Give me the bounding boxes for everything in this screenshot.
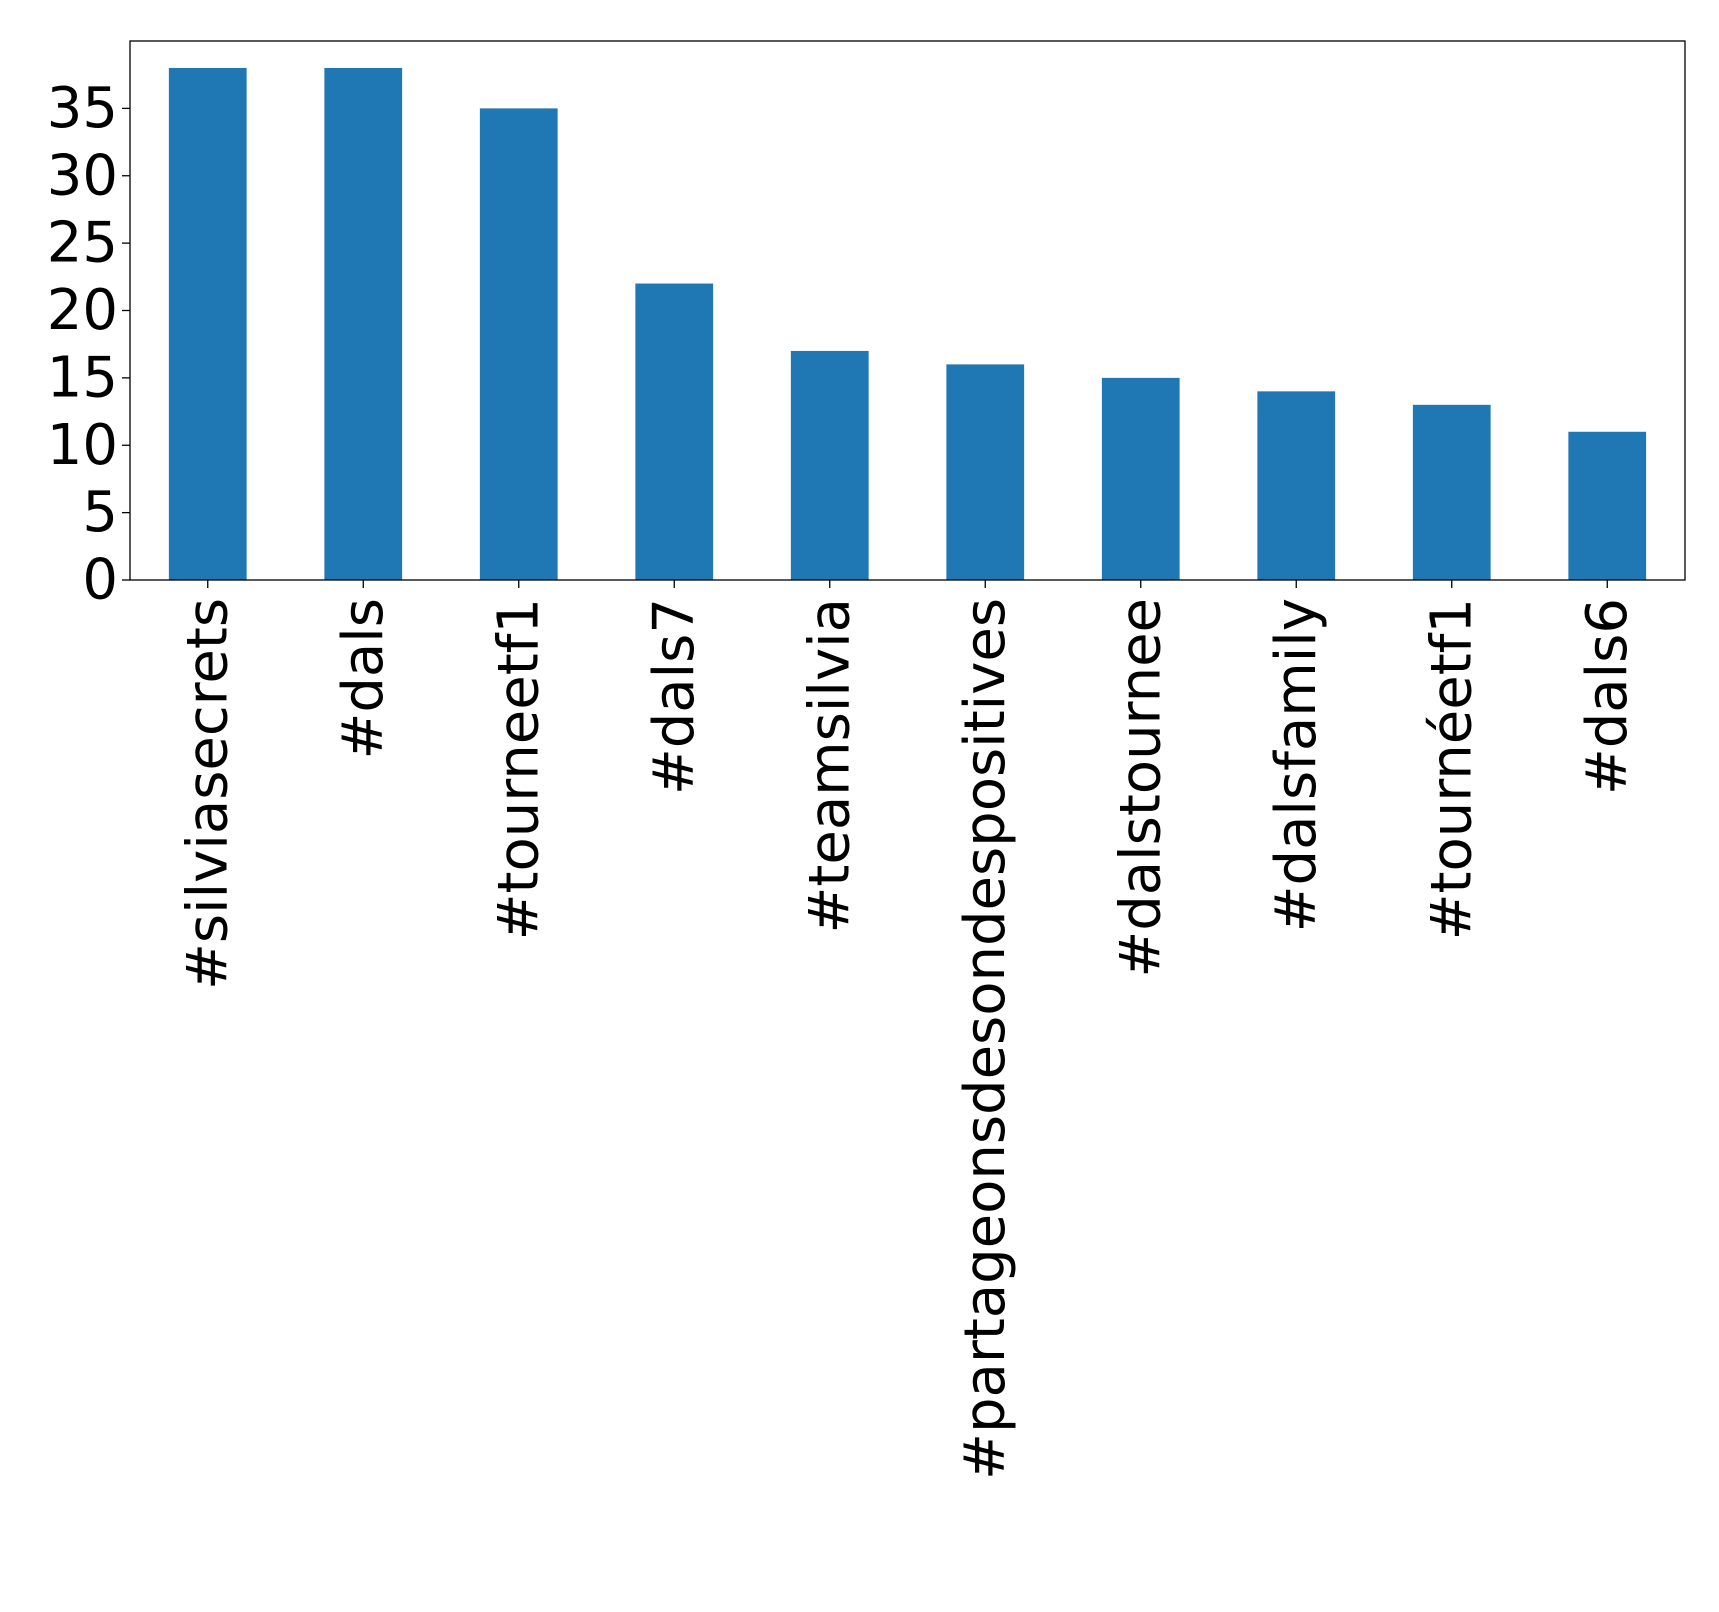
y-tick-label-7: 35 xyxy=(47,76,118,141)
y-tick-label-0: 0 xyxy=(82,548,118,613)
y-tick-label-4: 20 xyxy=(47,278,118,343)
bar-4 xyxy=(790,350,869,580)
x-tick-label-0: #silviasecrets xyxy=(175,598,240,990)
bar-6 xyxy=(1101,377,1180,580)
x-tick-label-2: #tourneetf1 xyxy=(486,598,551,940)
bar-0 xyxy=(168,67,247,580)
y-tick-label-3: 15 xyxy=(47,345,118,410)
y-tick-label-1: 5 xyxy=(82,480,118,545)
y-tick-label-6: 30 xyxy=(47,143,118,208)
bar-2 xyxy=(479,108,558,580)
bar-9 xyxy=(1568,431,1647,580)
x-tick-label-1: #dals xyxy=(331,598,396,760)
y-tick-label-5: 25 xyxy=(47,211,118,276)
x-tick-label-6: #dalstournee xyxy=(1108,598,1173,978)
bar-1 xyxy=(324,67,403,580)
x-tick-label-3: #dals7 xyxy=(642,598,707,795)
bar-5 xyxy=(946,364,1025,580)
x-axis: #silviasecrets #dals #tourneetf1 #dals7 #tea… xyxy=(175,580,1640,1480)
bar-8 xyxy=(1412,404,1491,580)
x-tick-label-8: #tournéetf1 xyxy=(1419,598,1484,940)
bar-7 xyxy=(1257,391,1336,580)
bar-3 xyxy=(635,283,714,580)
plot-frame xyxy=(129,40,1686,581)
bars-group xyxy=(168,67,1647,580)
x-tick-label-7: #dalsfamily xyxy=(1264,598,1329,932)
x-tick-label-5: #partageonsdesondespositives xyxy=(953,598,1018,1480)
x-tick-label-9: #dals6 xyxy=(1575,598,1640,795)
y-tick-label-2: 10 xyxy=(47,413,118,478)
x-tick-label-4: #teamsilvia xyxy=(797,598,862,934)
